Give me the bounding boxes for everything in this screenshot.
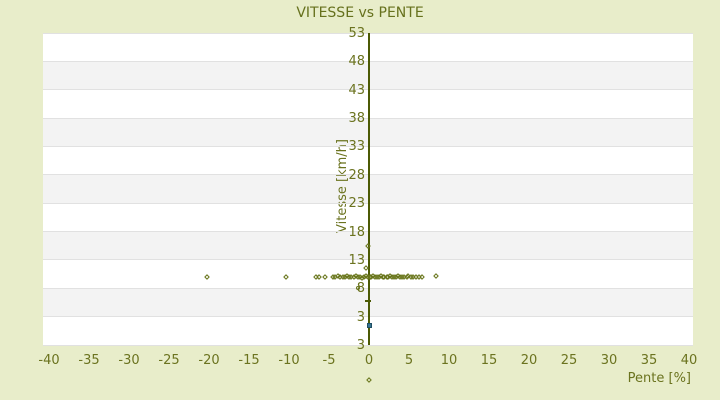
x-tick-label: -10: [278, 353, 300, 368]
x-tick-label: -40: [38, 353, 60, 368]
x-tick-label: 5: [404, 353, 414, 368]
x-tick-label: -35: [78, 353, 100, 368]
y-axis-line: [368, 33, 370, 345]
y-tick-label: 38: [348, 111, 365, 127]
plot-area: Vitesse [km/h] Pente [%] 53 48 43 38 33 28 23 1…: [38, 27, 697, 386]
data-point-square: [366, 323, 372, 329]
y-tick-label: 28: [348, 167, 365, 183]
x-tick-label: -5: [322, 353, 336, 368]
x-tick-label: 40: [680, 353, 698, 368]
data-point-diamond: [366, 377, 372, 383]
x-axis-title: Pente [%]: [627, 371, 691, 386]
y-tick-label: 8: [356, 281, 365, 297]
x-tick-label: 10: [440, 353, 458, 368]
x-tick-label: -30: [118, 353, 140, 368]
y-tick-label: 3: [356, 309, 365, 325]
x-tick-label: 30: [600, 353, 618, 368]
x-tick-label: -15: [238, 353, 260, 368]
y-tick-label: 18: [348, 224, 365, 240]
x-tick-label: -20: [198, 353, 220, 368]
x-tick-label: 15: [480, 353, 498, 368]
y-tick-label: 23: [348, 196, 365, 212]
x-tick-label: -25: [158, 353, 180, 368]
x-tick-label: 20: [520, 353, 538, 368]
x-tick-label: 25: [560, 353, 578, 368]
x-tick-label: 35: [640, 353, 658, 368]
data-point-dash: [365, 299, 372, 302]
y-tick-label: 33: [348, 139, 365, 155]
y-tick-label: 3: [356, 338, 365, 353]
y-tick-label: 43: [348, 82, 365, 98]
data-point-circle: [355, 285, 360, 290]
chart-title: VITESSE vs PENTE: [296, 5, 424, 21]
x-tick-label: 0: [364, 353, 374, 368]
y-tick-label: 48: [348, 54, 365, 70]
y-tick-label: 13: [348, 252, 365, 268]
y-tick-label: 53: [348, 26, 365, 41]
gridline: [43, 344, 693, 346]
